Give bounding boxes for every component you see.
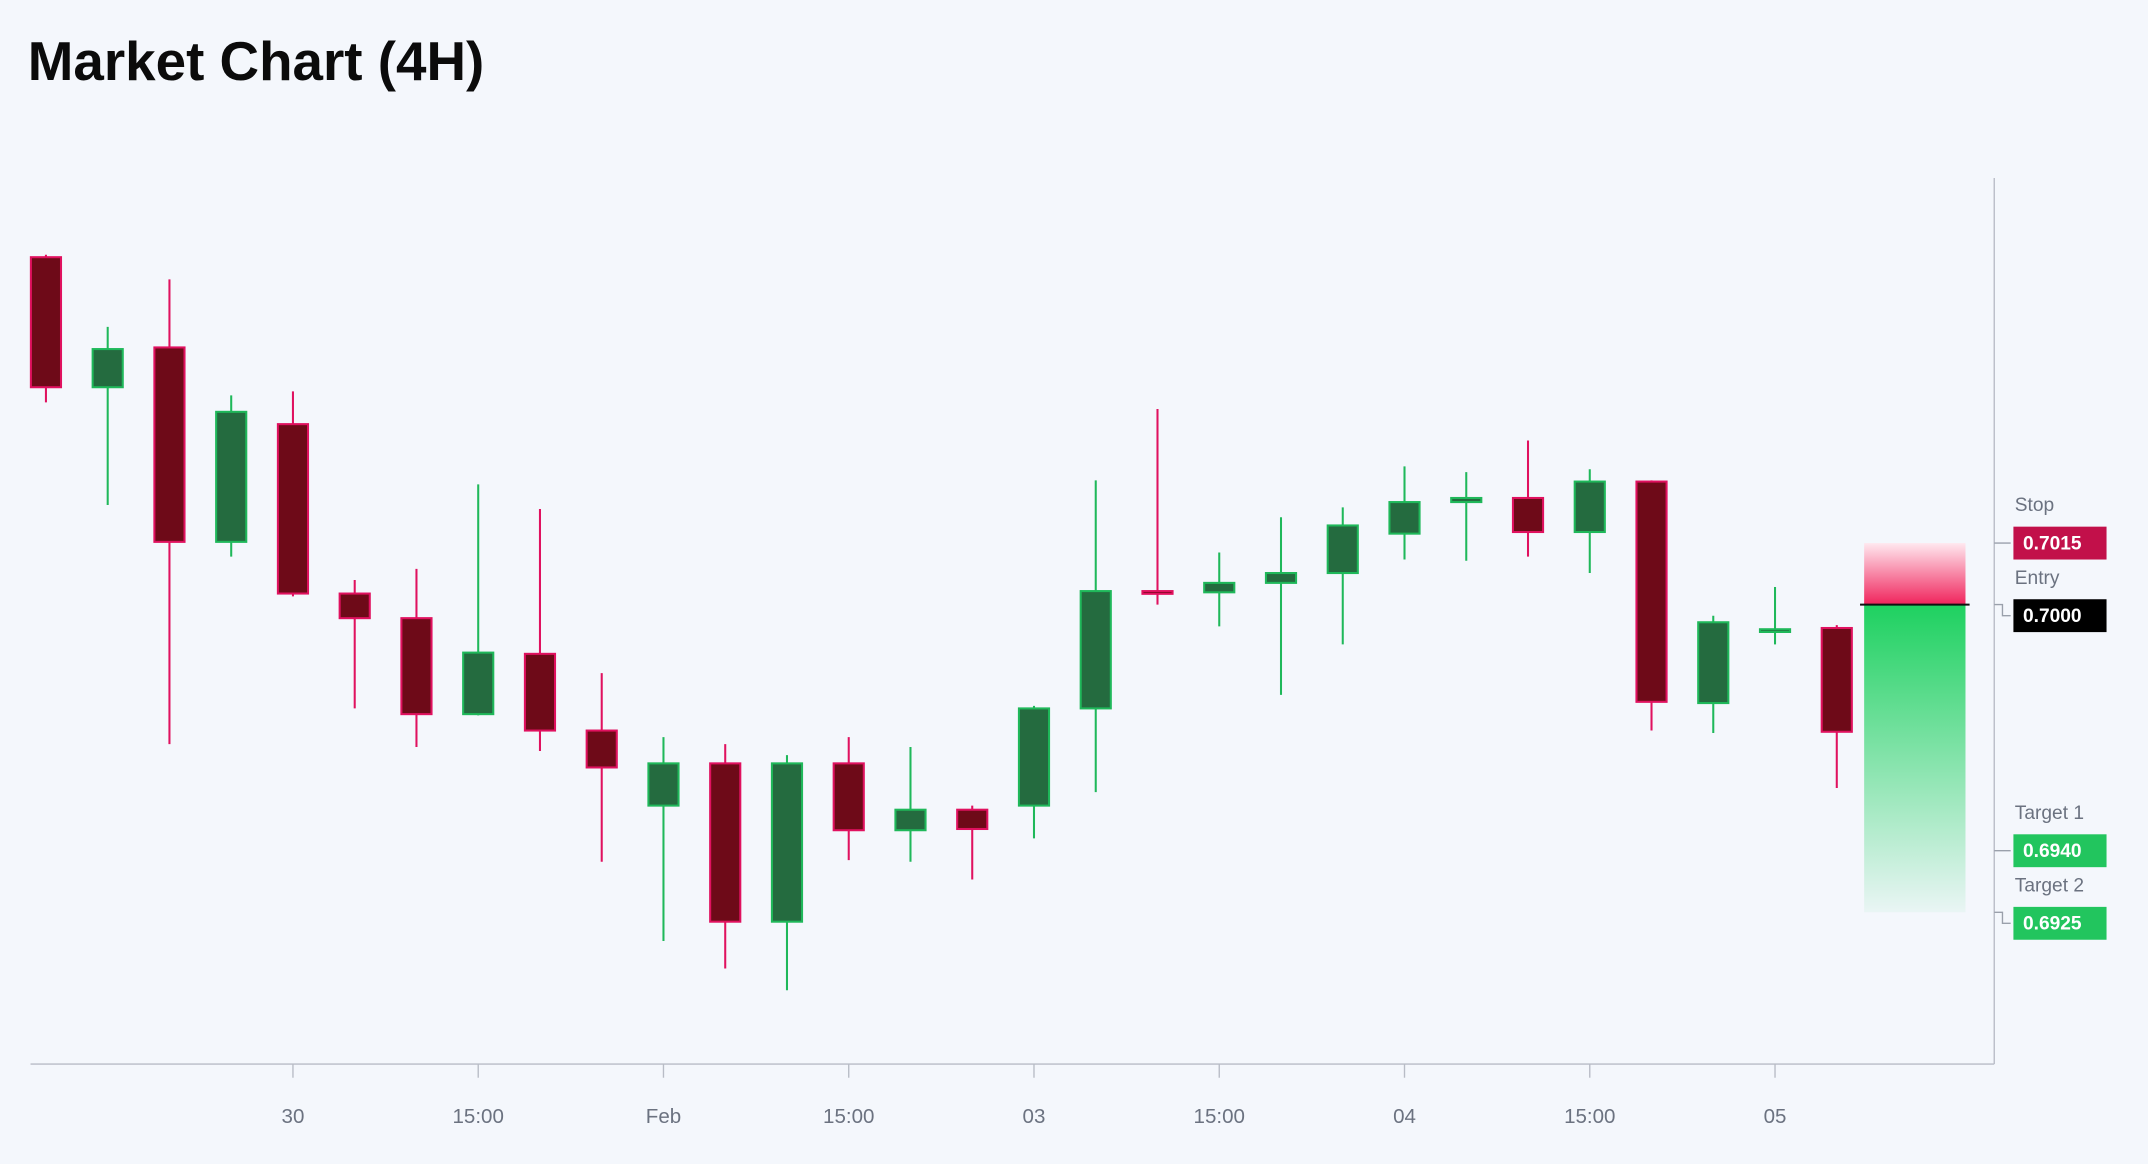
x-tick-label: 05 bbox=[1764, 1105, 1787, 1128]
candle-body bbox=[1511, 496, 1545, 534]
chart-title: Market Chart (4H) bbox=[28, 30, 484, 92]
candle-body bbox=[956, 808, 989, 831]
reward-zone bbox=[1864, 604, 1966, 913]
candle-body bbox=[153, 346, 186, 543]
x-tick-label: 15:00 bbox=[1194, 1105, 1245, 1128]
candle-body bbox=[770, 762, 804, 923]
candle-body bbox=[1264, 572, 1298, 584]
candle-body bbox=[29, 256, 63, 389]
level-label: 0.7015 bbox=[2023, 534, 2082, 555]
level-label: 0.6925 bbox=[2023, 914, 2082, 935]
candle-body bbox=[1326, 524, 1359, 575]
candle-body bbox=[647, 762, 680, 807]
risk-zone bbox=[1864, 543, 1966, 605]
candle-body bbox=[1697, 621, 1730, 705]
candle-body bbox=[1450, 496, 1483, 504]
level-name: Target 1 bbox=[2015, 803, 2084, 824]
candle-body bbox=[1079, 590, 1112, 710]
x-tick-label: 30 bbox=[282, 1105, 305, 1128]
candle-body bbox=[1203, 581, 1236, 594]
x-tick-label: 15:00 bbox=[453, 1105, 504, 1128]
level-marker bbox=[1994, 911, 2011, 924]
level-name: Stop bbox=[2015, 495, 2054, 516]
level-marker bbox=[1994, 603, 2011, 617]
candle-body bbox=[709, 762, 742, 923]
candle-body bbox=[585, 729, 618, 769]
x-tick-label: 15:00 bbox=[1564, 1105, 1615, 1128]
candle-body bbox=[1758, 628, 1792, 633]
candle-body bbox=[462, 651, 495, 716]
level-name: Entry bbox=[2015, 568, 2060, 589]
candle-body bbox=[1388, 501, 1421, 535]
candle-body bbox=[1573, 480, 1606, 534]
candle-body bbox=[338, 592, 371, 620]
level-box bbox=[2013, 906, 2107, 940]
candle-body bbox=[894, 808, 927, 832]
x-tick-label: Feb bbox=[646, 1105, 681, 1128]
level-box bbox=[2013, 599, 2107, 633]
candle-body bbox=[523, 652, 557, 732]
level-label: 0.7000 bbox=[2023, 606, 2082, 627]
x-tick-label: 15:00 bbox=[823, 1105, 874, 1128]
candle-body bbox=[1820, 626, 1853, 733]
candle-body bbox=[1635, 480, 1668, 703]
candle-body bbox=[276, 423, 310, 595]
candle-body bbox=[91, 348, 124, 389]
level-box bbox=[2013, 834, 2107, 868]
level-name: Target 2 bbox=[2015, 875, 2084, 896]
candle-body bbox=[400, 617, 433, 716]
level-label: 0.6940 bbox=[2023, 841, 2082, 862]
x-tick-label: 03 bbox=[1023, 1105, 1046, 1128]
candle-body bbox=[1017, 707, 1051, 807]
candle-body bbox=[215, 410, 248, 543]
x-tick-label: 04 bbox=[1393, 1105, 1416, 1128]
candle-body bbox=[1141, 590, 1174, 595]
level-box bbox=[2013, 526, 2107, 560]
candle-body bbox=[832, 762, 865, 832]
